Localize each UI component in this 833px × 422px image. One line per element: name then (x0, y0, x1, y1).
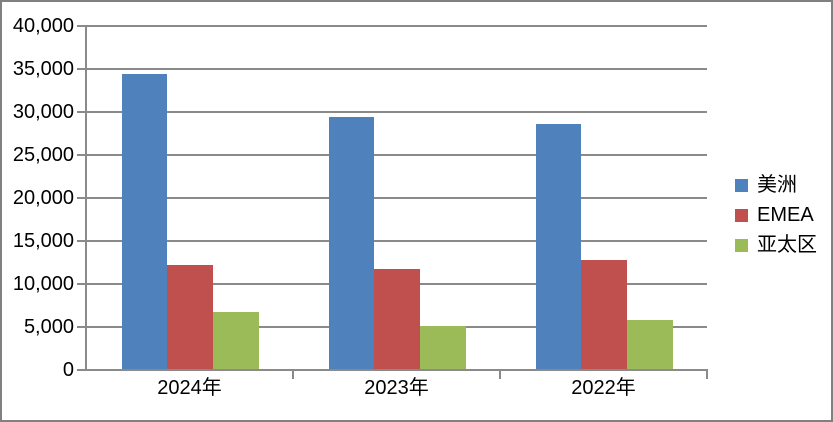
bar-apac-2022 (626, 320, 673, 370)
y-axis-tick (77, 369, 86, 371)
y-axis-label: 0 (62, 359, 74, 381)
y-axis-label: 15,000 (12, 230, 74, 252)
gridline (86, 25, 707, 27)
y-axis-tick (77, 326, 86, 328)
bar-americas-2024 (121, 74, 168, 370)
legend-label: 亚太区 (757, 234, 817, 256)
legend: 美洲 EMEA 亚太区 (735, 170, 817, 260)
bar-apac-2023 (419, 326, 466, 370)
x-axis-label: 2023年 (364, 377, 429, 399)
x-axis-label: 2022年 (571, 377, 636, 399)
gridline (86, 111, 707, 113)
legend-item-americas: 美洲 (735, 170, 817, 200)
gridline (86, 154, 707, 156)
x-axis-line (85, 369, 708, 371)
y-axis-label: 30,000 (12, 101, 74, 123)
y-axis-tick (77, 283, 86, 285)
legend-label: 美洲 (757, 174, 797, 196)
y-axis-tick (77, 25, 86, 27)
x-axis-tick (706, 371, 708, 379)
y-axis-tick (77, 154, 86, 156)
y-axis-label: 25,000 (12, 144, 74, 166)
bar-emea-2024 (167, 265, 213, 370)
x-axis-tick (292, 371, 294, 379)
legend-marker-emea-icon (735, 208, 748, 222)
y-axis-tick (77, 240, 86, 242)
y-axis-label: 40,000 (12, 15, 74, 37)
gridline (86, 240, 707, 242)
y-axis-tick (77, 197, 86, 199)
bar-apac-2024 (212, 311, 259, 370)
y-axis-tick (77, 68, 86, 70)
bar-emea-2023 (374, 269, 420, 370)
legend-marker-americas-icon (735, 178, 748, 192)
y-axis-label: 10,000 (12, 273, 74, 295)
bar-americas-2023 (328, 117, 375, 370)
y-axis-tick (77, 111, 86, 113)
legend-label: EMEA (757, 204, 814, 226)
x-axis-label: 2024年 (157, 377, 222, 399)
y-axis-line (85, 25, 87, 371)
legend-item-emea: EMEA (735, 200, 817, 230)
bar-emea-2022 (581, 259, 627, 370)
gridline (86, 68, 707, 70)
y-axis-label: 20,000 (12, 187, 74, 209)
legend-marker-apac-icon (735, 238, 748, 252)
gridline (86, 197, 707, 199)
legend-item-apac: 亚太区 (735, 230, 817, 260)
x-axis-tick (499, 371, 501, 379)
bar-americas-2022 (535, 124, 582, 370)
y-axis-label: 35,000 (12, 58, 74, 80)
y-axis-label: 5,000 (23, 316, 74, 338)
